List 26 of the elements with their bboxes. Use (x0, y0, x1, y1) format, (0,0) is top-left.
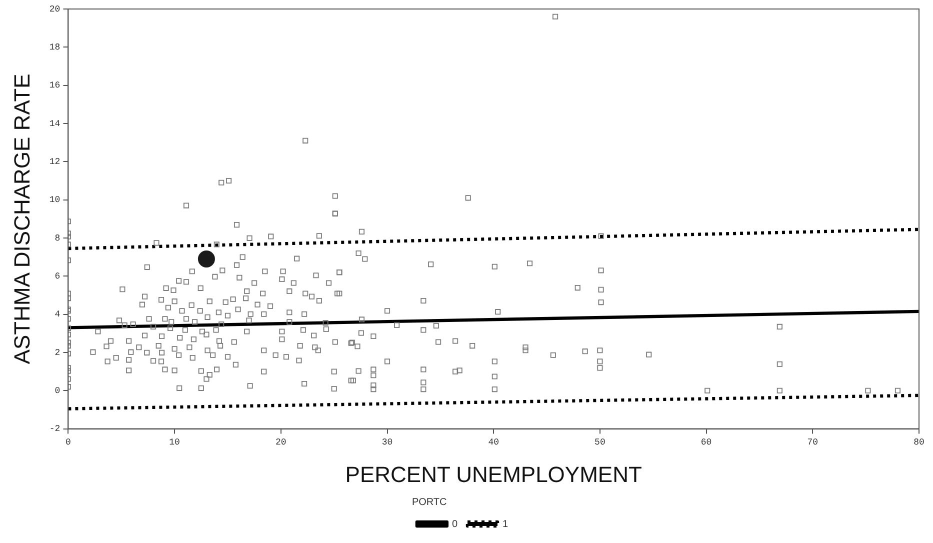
y-tick-label: 14 (49, 118, 60, 129)
x-tick-label: 70 (807, 438, 818, 448)
x-tick-label: 60 (700, 438, 712, 448)
y-tick-label: 20 (49, 4, 60, 14)
y-tick-label: 18 (49, 42, 60, 53)
x-axis-title: PERCENT UNEMPLOYMENT (345, 462, 642, 487)
legend-title: PORTC (412, 496, 447, 508)
y-tick-label: 16 (49, 80, 60, 91)
y-tick-label: 6 (54, 272, 60, 282)
x-tick-label: 10 (169, 438, 180, 448)
x-tick-label: 40 (488, 438, 500, 448)
y-tick-label: 2 (54, 348, 60, 358)
y-tick-label: 10 (49, 195, 60, 206)
x-tick-label: 20 (275, 438, 286, 448)
y-tick-label: 8 (54, 233, 60, 244)
y-tick-label: -2 (49, 424, 60, 434)
y-axis-title: ASTHMA DISCHARGE RATE (9, 74, 34, 364)
legend-label: 0 (452, 518, 458, 530)
legend-label: 1 (502, 518, 508, 530)
x-tick-label: 30 (382, 438, 393, 448)
x-tick-label: 0 (66, 438, 71, 448)
y-tick-label: 12 (49, 157, 60, 168)
x-tick-label: 50 (594, 438, 606, 448)
y-tick-label: 4 (54, 310, 60, 320)
y-tick-label: 0 (54, 386, 60, 396)
x-tick-label: 80 (914, 438, 924, 448)
